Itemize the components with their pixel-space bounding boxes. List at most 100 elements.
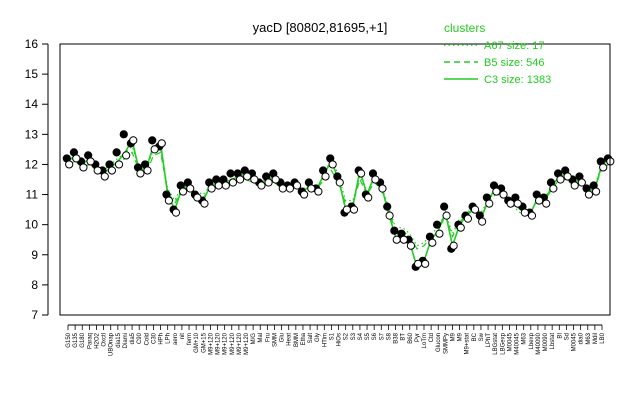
x-tick-label: Glu: [280, 333, 286, 342]
y-tick-label: 15: [25, 67, 39, 81]
x-tick-label: LPh: [166, 333, 172, 344]
x-tick-label: LBGexp: [500, 332, 506, 354]
legend-entry-label: A67 size: 17: [484, 40, 545, 52]
data-point: [499, 190, 508, 199]
y-tick-label: 9: [31, 248, 38, 262]
chart-title: yacD [80802,81695,+1]: [253, 20, 388, 35]
data-point: [435, 229, 444, 238]
data-point: [148, 136, 157, 145]
x-tick-label: M40090: [536, 332, 542, 354]
data-point: [328, 160, 337, 169]
data-point: [506, 199, 515, 208]
data-point: [449, 241, 458, 250]
data-point: [335, 178, 344, 187]
data-point: [349, 205, 359, 214]
x-tick-label: LB0: [600, 332, 606, 343]
data-point: [257, 181, 266, 190]
data-point: [470, 205, 480, 214]
data-point: [549, 184, 558, 193]
x-tick-label: Oxctl: [102, 333, 108, 347]
data-point: [520, 208, 529, 217]
x-tick-label: S8: [386, 332, 392, 340]
x-tick-label: M9+stat: [465, 333, 471, 355]
x-tick-label: M9+120: [244, 332, 250, 355]
y-axis: 7 8 9 10 11 12 13 14 15 16: [25, 37, 49, 322]
x-tick-label: nit: [180, 333, 186, 340]
legend: clusters A67 size: 17 B5 size: 546 C3 size…: [444, 21, 551, 86]
y-tick-label: 13: [25, 127, 39, 141]
x-tick-label: dia0: [579, 332, 585, 344]
x-tick-label: UBOnap: [109, 332, 115, 356]
data-point: [485, 199, 494, 208]
x-tick-label: HiOs: [337, 333, 343, 346]
data-point: [577, 178, 586, 187]
data-point: [186, 184, 195, 193]
legend-entry-label: C3 size: 1383: [484, 74, 551, 86]
data-point: [413, 259, 423, 268]
x-tick-label: C30: [151, 332, 157, 344]
x-tick-label: Salt: [308, 333, 314, 344]
x-tick-label: GM+10: [194, 332, 200, 353]
data-point: [378, 184, 387, 193]
x-tick-label: HTim: [322, 333, 328, 347]
data-point: [292, 181, 302, 190]
y-tick-label: 10: [25, 218, 39, 232]
data-point: [79, 163, 88, 172]
x-tick-label: Ctd: [429, 333, 435, 342]
y-tick-label: 7: [31, 308, 38, 322]
data-point: [250, 175, 259, 184]
x-tick-label: M9+120: [223, 332, 229, 355]
x-tick-label: M9: [458, 332, 464, 341]
data-point: [86, 157, 95, 166]
x-tick-label: M0045: [572, 332, 578, 351]
x-tick-label: SMMPy: [443, 333, 449, 354]
x-tick-label: Glucon: [436, 333, 442, 352]
data-point: [421, 259, 430, 268]
data-point: [584, 190, 594, 199]
x-tick-label: M/G: [251, 333, 257, 345]
x-tick-label: BMM: [294, 333, 300, 347]
data-point: [456, 223, 465, 232]
data-point: [143, 166, 152, 175]
data-point: [100, 172, 109, 181]
x-tick-label: M9+120: [208, 332, 214, 355]
data-point: [119, 130, 128, 139]
data-point: [214, 181, 223, 190]
x-tick-label: M63: [522, 332, 528, 344]
y-tick-label: 8: [31, 278, 38, 292]
data-point: [385, 211, 394, 220]
data-point: [599, 163, 608, 172]
x-tick-label: M9+120: [237, 332, 243, 355]
data-point: [271, 175, 280, 184]
data-point: [392, 235, 401, 244]
data-point: [527, 211, 537, 220]
data-point: [228, 178, 238, 187]
data-point: [406, 241, 416, 250]
x-tick-label: Paraq: [87, 333, 93, 349]
x-tick-label: S3: [351, 332, 357, 340]
data-point: [164, 196, 173, 205]
x-tick-label: M9+120: [230, 332, 236, 355]
x-tick-label: S4: [358, 332, 364, 340]
data-point: [513, 199, 522, 208]
data-point: [243, 172, 252, 181]
x-tick-label: HPh: [159, 333, 165, 345]
y-tick-label: 12: [25, 157, 39, 171]
data-point: [371, 175, 380, 184]
x-tick-label: BT: [401, 333, 407, 341]
data-point: [285, 184, 295, 193]
x-tick-label: BC: [472, 332, 478, 341]
data-point: [542, 199, 551, 208]
x-tick-label: Mdil: [593, 333, 599, 344]
legend-entry-label: B5 size: 546: [484, 57, 545, 69]
plot-frame: [59, 43, 611, 316]
data-point: [93, 166, 102, 175]
data-point: [492, 187, 501, 196]
x-tick-label: M9+120: [216, 332, 222, 355]
data-point: [112, 148, 121, 157]
series-line-solid: [67, 138, 610, 269]
data-point: [342, 205, 351, 214]
x-tick-label: M40045: [515, 332, 521, 354]
x-tick-label: ferm: [187, 333, 193, 345]
data-point: [383, 202, 392, 211]
